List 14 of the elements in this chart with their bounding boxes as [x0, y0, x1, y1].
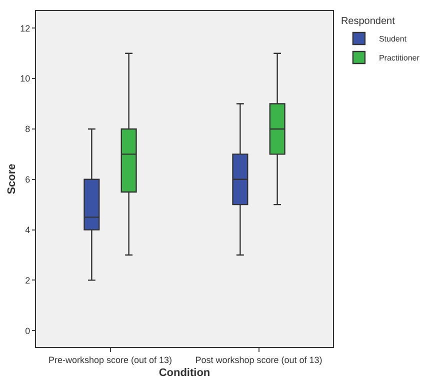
x-tick-label: Post workshop score (out of 13) — [195, 354, 322, 365]
y-tick-label: 8 — [25, 124, 30, 134]
y-tick-label: 6 — [25, 174, 30, 185]
legend-title: Respondent — [340, 16, 396, 27]
legend-label: Student — [378, 34, 408, 44]
legend-label: Practitioner — [378, 54, 420, 63]
y-axis-title: Score — [6, 164, 18, 194]
y-tick-label: 2 — [25, 275, 30, 286]
x-tick-label: Pre-workshop score (out of 13) — [48, 354, 172, 365]
y-tick-label: 4 — [25, 224, 30, 235]
y-tick-label: 0 — [25, 326, 30, 336]
y-tick-label: 12 — [20, 23, 30, 34]
x-axis-title: Condition — [158, 367, 210, 379]
y-tick-label: 10 — [20, 74, 30, 84]
